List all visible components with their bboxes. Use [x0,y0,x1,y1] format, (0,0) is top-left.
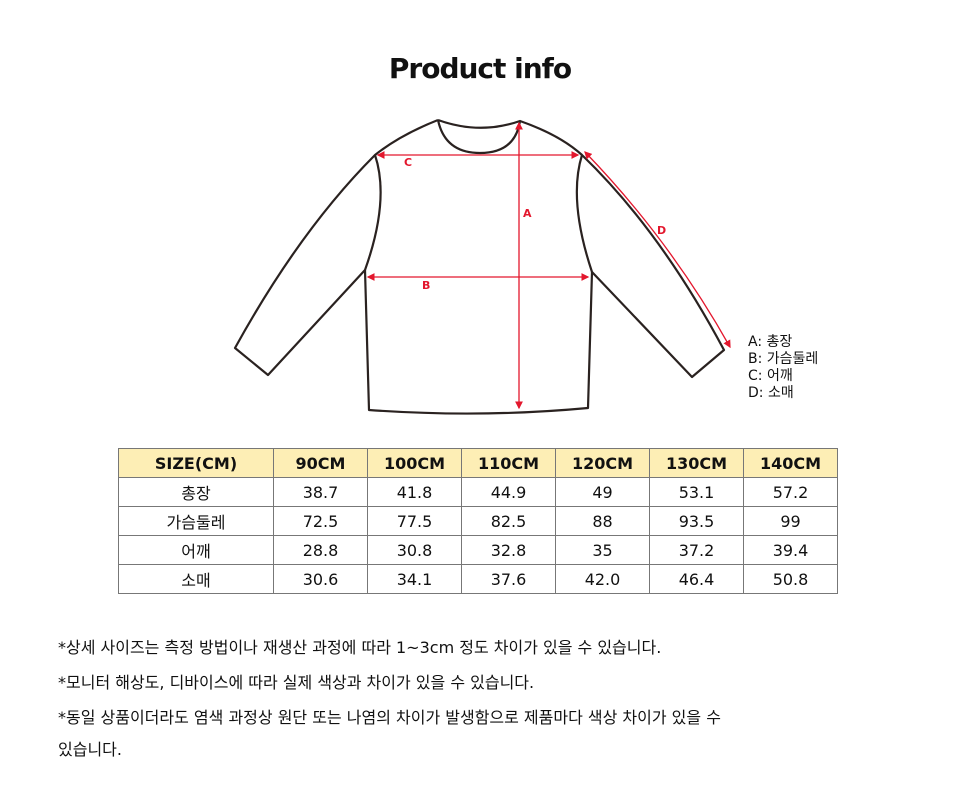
table-cell: 77.5 [367,506,462,536]
note: *모니터 해상도, 디바이스에 따라 실제 색상과 차이가 있을 수 있습니다. [58,673,535,692]
table-cell: 39.4 [743,535,838,565]
size-table: SIZE(CM) 90CM 100CM 110CM 120CM 130CM 140CM 총장… [118,448,838,594]
table-cell: 93.5 [649,506,744,536]
row-label: 가슴둘레 [118,506,274,536]
table-cell: 99 [743,506,838,536]
note: *동일 상품이더라도 염색 과정상 원단 또는 나염의 차이가 발생함으로 제품… [58,708,721,727]
table-cell: 53.1 [649,477,744,507]
table-cell: 44.9 [461,477,556,507]
note: 있습니다. [58,740,122,759]
column-header: 130CM [649,448,744,478]
measure-legend: A: 총장 B: 가슴둘레 C: 어깨 D: 소매 [748,334,818,402]
note: *상세 사이즈는 측정 방법이나 재생산 과정에 따라 1~3cm 정도 차이가… [58,638,662,657]
table-cell: 88 [555,506,650,536]
table-row: 총장 38.7 41.8 44.9 49 53.1 57.2 [118,477,838,507]
column-header: 140CM [743,448,838,478]
column-header: 110CM [461,448,556,478]
legend-item: D: 소매 [748,385,794,401]
table-cell: 35 [555,535,650,565]
column-header: SIZE(CM) [118,448,274,478]
page-title: Product info [388,52,572,85]
legend-item: A: 총장 [748,334,793,350]
legend-item: C: 어깨 [748,368,793,384]
table-cell: 72.5 [273,506,368,536]
table-cell: 57.2 [743,477,838,507]
label-b: B [422,279,430,292]
measure-lines [366,121,731,410]
label-c: C [404,156,412,169]
label-a: A [523,207,532,220]
table-row: 어깨 28.8 30.8 32.8 35 37.2 39.4 [118,535,838,565]
table-cell: 28.8 [273,535,368,565]
table-cell: 49 [555,477,650,507]
table-cell: 37.2 [649,535,744,565]
row-label: 소매 [118,564,274,594]
table-row: 소매 30.6 34.1 37.6 42.0 46.4 50.8 [118,564,838,594]
row-label: 어깨 [118,535,274,565]
table-cell: 34.1 [367,564,462,594]
table-cell: 46.4 [649,564,744,594]
column-header: 100CM [367,448,462,478]
garment-diagram: A B C D [233,118,731,415]
table-cell: 32.8 [461,535,556,565]
legend-item: B: 가슴둘레 [748,351,819,367]
label-d: D [657,224,666,237]
table-cell: 38.7 [273,477,368,507]
table-cell: 30.6 [273,564,368,594]
table-cell: 42.0 [555,564,650,594]
measure-d [584,151,731,349]
column-header: 90CM [273,448,368,478]
table-header-row: SIZE(CM) 90CM 100CM 110CM 120CM 130CM 140CM [118,448,838,478]
column-header: 120CM [555,448,650,478]
table-cell: 41.8 [367,477,462,507]
table-cell: 82.5 [461,506,556,536]
table-cell: 50.8 [743,564,838,594]
table-cell: 30.8 [367,535,462,565]
table-cell: 37.6 [461,564,556,594]
sweatshirt-outline [233,118,726,415]
table-row: 가슴둘레 72.5 77.5 82.5 88 93.5 99 [118,506,838,536]
row-label: 총장 [118,477,274,507]
